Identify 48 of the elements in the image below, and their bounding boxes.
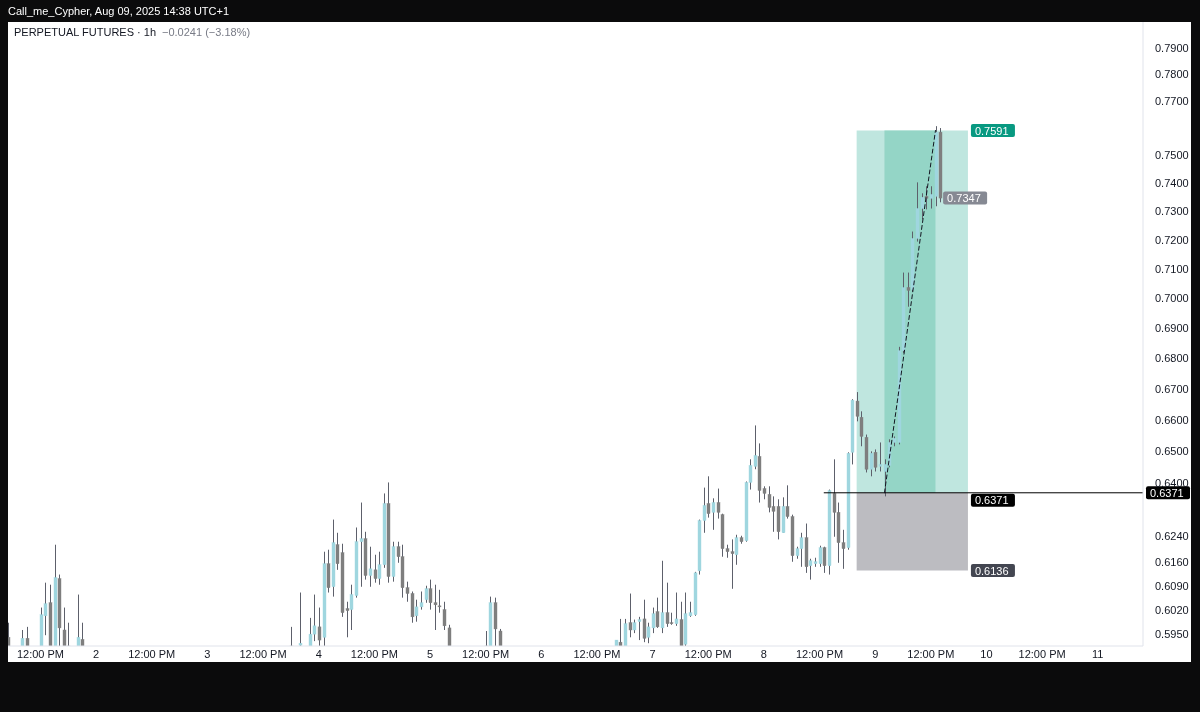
- y-tick-label: 0.6090: [1155, 579, 1189, 592]
- annotation: 0.7591: [974, 124, 1009, 137]
- x-tick-label: 12:00 PM: [239, 647, 287, 660]
- y-tick-label: 0.7000: [1155, 292, 1189, 305]
- chart-subtitle: −0.0241 (−3.18%): [162, 26, 251, 38]
- x-tick-label: 12:00 PM: [684, 647, 732, 660]
- y-tick-label: 0.6700: [1155, 382, 1189, 395]
- x-tick-label: 12:00 PM: [573, 647, 621, 660]
- x-tick-label: 12:00 PM: [1018, 647, 1066, 660]
- x-tick-label: 12:00 PM: [462, 647, 510, 660]
- text: Call_me_Cypher, Aug 09, 2025 14:38 UTC+1: [8, 5, 230, 17]
- annotation: 0.6136: [974, 564, 1009, 577]
- x-tick-label: 6: [538, 647, 545, 660]
- x-tick-label: 10: [980, 647, 993, 660]
- x-tick-label: 12:00 PM: [16, 647, 65, 660]
- annotation: 0.6371: [974, 494, 1009, 507]
- chart-title: PERPETUAL FUTURES · 1h: [14, 26, 157, 38]
- x-tick-label: 5: [426, 647, 434, 660]
- candlestick: [298, 592, 303, 646]
- y-tick-label: 0.6160: [1155, 556, 1189, 569]
- x-tick-label: 4: [315, 647, 322, 660]
- x-tick-label: 12:00 PM: [907, 647, 955, 660]
- y-tick-label: 0.7100: [1155, 262, 1189, 275]
- x-tick-label: 12:00 PM: [350, 647, 398, 660]
- y-tick-label: 0.6600: [1155, 413, 1189, 426]
- x-tick-label: 12:00 PM: [128, 647, 176, 660]
- x-tick-label: 2: [93, 647, 100, 660]
- y-tick-label: 0.6020: [1155, 603, 1189, 616]
- y-tick-label: 0.5950: [1155, 628, 1189, 641]
- x-tick-label: 8: [760, 647, 767, 660]
- y-tick-label: 0.6500: [1155, 445, 1189, 458]
- y-tick-label: 0.7500: [1155, 149, 1189, 162]
- y-tick-label: 0.7900: [1155, 41, 1189, 54]
- y-tick-label: 0.7800: [1155, 68, 1189, 81]
- x-tick-label: 12:00 PM: [796, 647, 844, 660]
- y-tick-label: 0.6240: [1155, 529, 1189, 542]
- annotation: 0.7347: [947, 192, 981, 205]
- y-tick-label: 0.7400: [1155, 177, 1189, 190]
- annotation: 0.6371: [1150, 486, 1184, 499]
- y-tick-label: 0.7700: [1155, 94, 1189, 107]
- x-tick-label: 3: [204, 647, 211, 660]
- x-tick-label: 9: [872, 647, 879, 660]
- x-tick-label: 7: [649, 647, 656, 660]
- y-tick-label: 0.6800: [1155, 351, 1189, 364]
- y-tick-label: 0.7200: [1155, 233, 1189, 246]
- y-tick-label: 0.7300: [1155, 205, 1189, 218]
- x-tick-label: 11: [1092, 647, 1104, 660]
- y-tick-label: 0.6900: [1155, 321, 1189, 334]
